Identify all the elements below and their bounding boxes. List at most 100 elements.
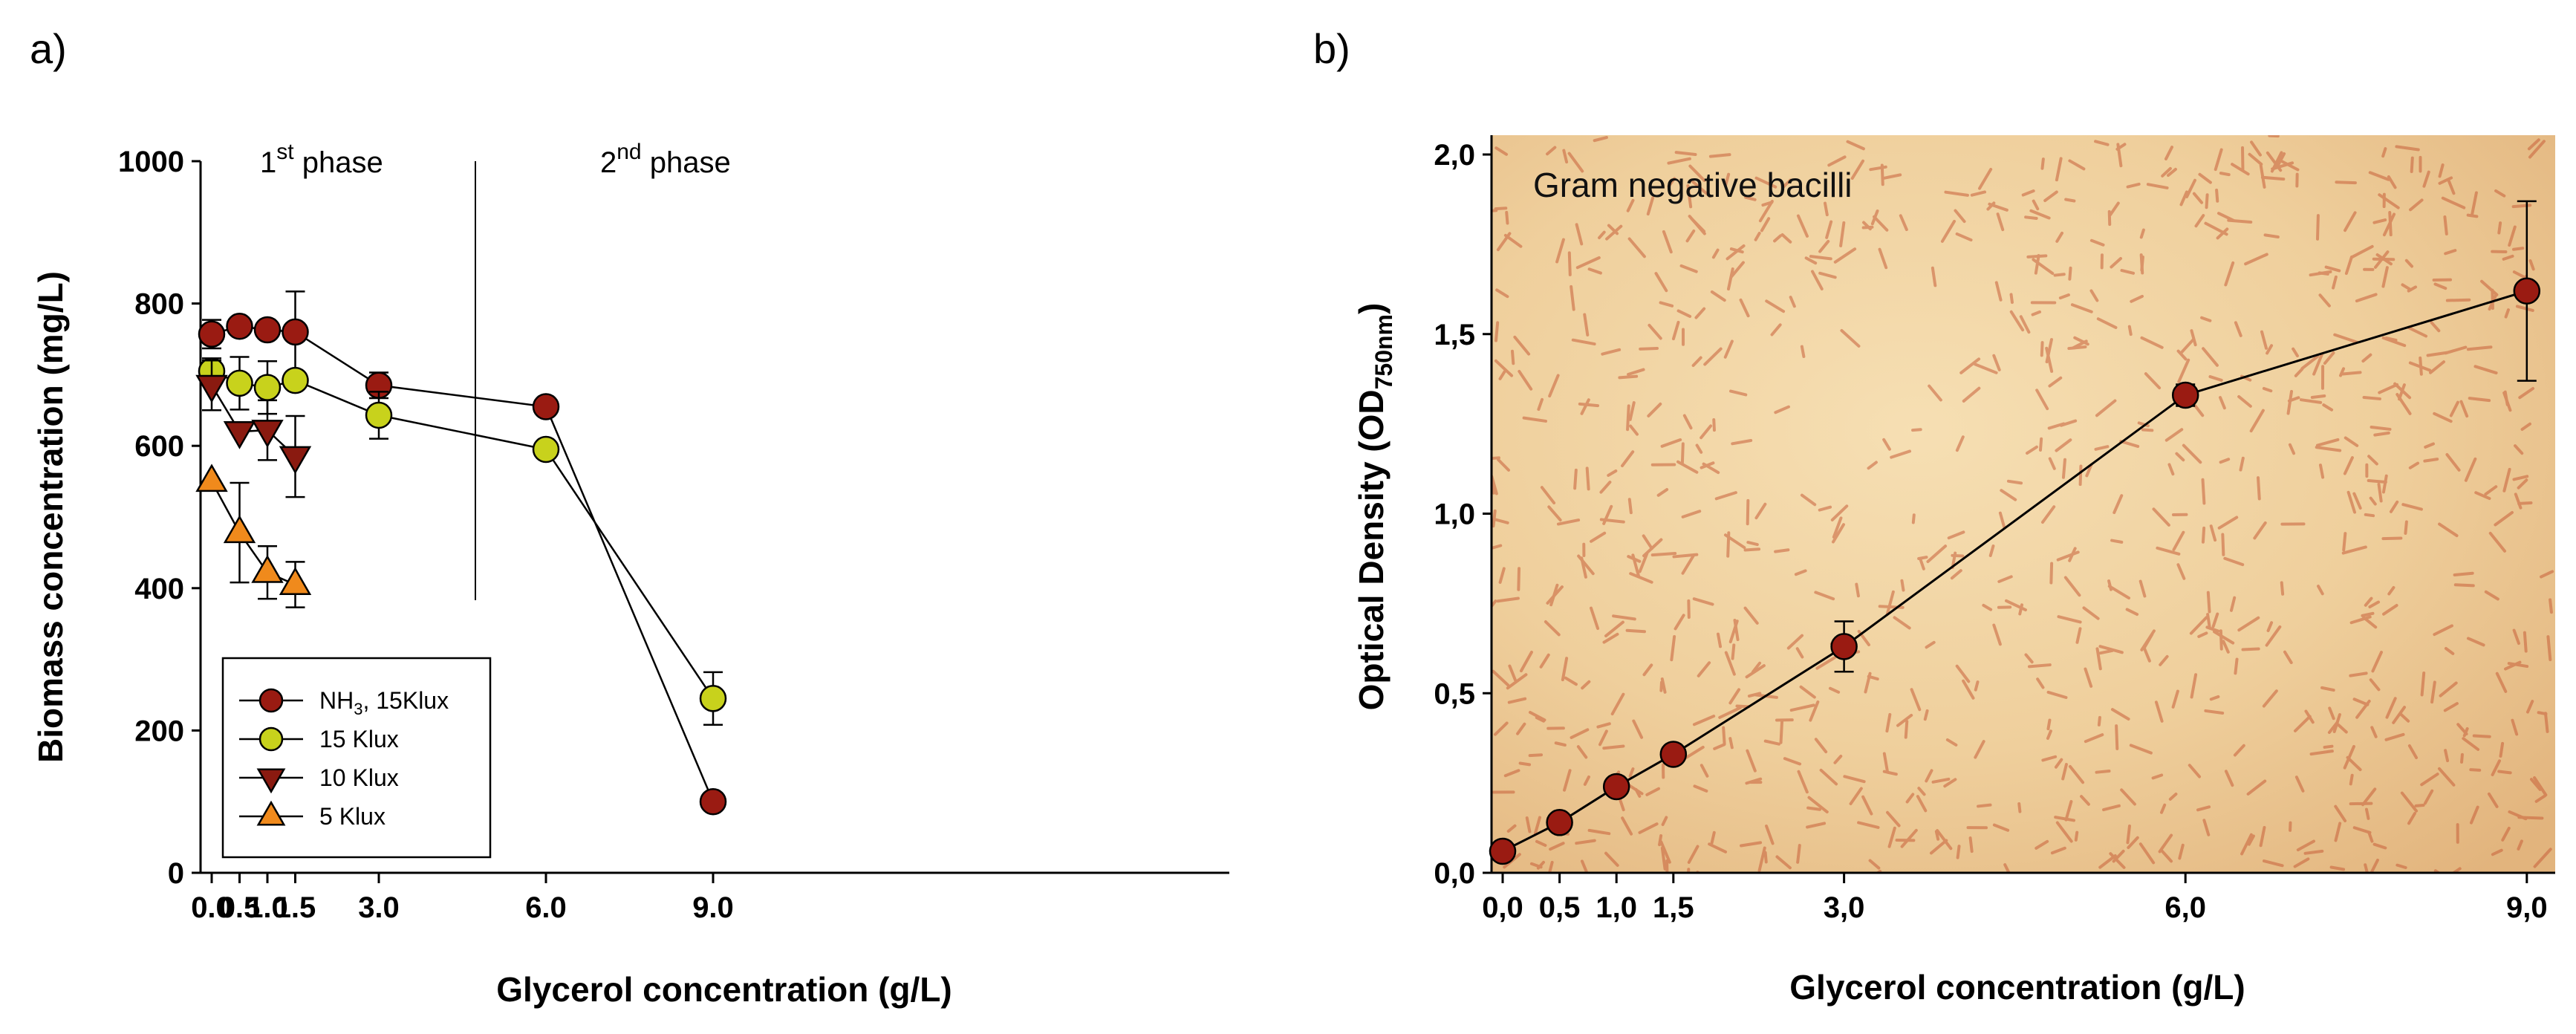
- bacillus: [1735, 704, 1751, 709]
- bacillus: [2202, 347, 2219, 367]
- bacillus: [2400, 791, 2419, 813]
- bacillus: [1577, 554, 1595, 576]
- bacillus: [1627, 368, 1645, 376]
- bacillus: [1629, 424, 1639, 436]
- bacillus: [2381, 474, 2388, 494]
- bacillus: [2024, 215, 2038, 220]
- bacillus: [2439, 681, 2458, 698]
- bacillus: [1956, 845, 1961, 859]
- bacillus: [1861, 225, 1874, 230]
- bacillus: [1962, 679, 1975, 700]
- bacillus: [2283, 650, 2293, 665]
- bacillus: [2395, 145, 2420, 152]
- bacillus: [1763, 739, 1780, 746]
- bacillus: [1881, 173, 1902, 181]
- bacillus: [2115, 724, 2119, 750]
- bacillus: [1974, 362, 1998, 374]
- bacillus: [2202, 819, 2211, 836]
- bacillus: [1833, 247, 1857, 264]
- bacillus: [2200, 316, 2212, 322]
- y-tick-label: 1,5: [1434, 319, 1475, 351]
- bacillus: [1809, 700, 1820, 722]
- y-tick-label: 2,0: [1434, 139, 1475, 172]
- bacillus: [2472, 734, 2491, 738]
- data-point: [198, 320, 226, 348]
- bacillus: [2204, 709, 2225, 715]
- bacillus: [2277, 152, 2286, 166]
- bacillus: [2026, 445, 2038, 455]
- bacillus: [2396, 863, 2407, 870]
- bacillus: [1548, 374, 1560, 398]
- bacillus: [2294, 776, 2305, 793]
- bacillus: [1567, 152, 1584, 173]
- bacillus: [2110, 539, 2124, 544]
- bacillus: [2293, 715, 2312, 732]
- bacillus: [1507, 697, 1527, 704]
- micrograph-caption: Gram negative bacilli: [1533, 166, 1853, 204]
- bacillus: [2341, 371, 2362, 376]
- bacillus: [1503, 769, 1520, 778]
- bacillus: [1743, 547, 1761, 552]
- bacillus: [2381, 147, 2387, 158]
- bacillus: [2343, 456, 2354, 475]
- bacillus: [1905, 793, 1915, 804]
- bacillus: [2115, 143, 2127, 151]
- bacillus: [2368, 171, 2390, 181]
- bacillus: [2055, 821, 2073, 843]
- bacillus: [1804, 256, 1818, 265]
- bacillus: [2352, 492, 2362, 510]
- bacillus: [2185, 178, 2196, 198]
- x-tick-label: 0.0: [191, 891, 232, 924]
- bacillus: [2006, 479, 2023, 485]
- bacillus: [2502, 254, 2514, 261]
- bacillus: [2095, 647, 2102, 671]
- bacillus: [1544, 620, 1561, 637]
- bacillus: [2367, 831, 2374, 843]
- bacillus: [1492, 544, 1503, 550]
- panel-label-a: a): [30, 25, 67, 72]
- bacillus: [1700, 424, 1713, 440]
- bacillus: [1686, 183, 1693, 209]
- bacillus: [1870, 209, 1879, 226]
- x-tick-label: 6,0: [2164, 891, 2206, 924]
- bacillus: [2444, 249, 2457, 256]
- bacillus: [2408, 461, 2420, 469]
- bacillus: [1522, 416, 1548, 423]
- bacillus: [1627, 237, 1646, 258]
- bacillus: [1580, 859, 1589, 873]
- bacillus: [2151, 773, 2164, 780]
- bacillus: [2061, 763, 2068, 781]
- bacillus: [2237, 394, 2252, 408]
- bacillus: [2120, 269, 2136, 275]
- bacillus: [2084, 733, 2104, 744]
- bacillus: [2533, 848, 2552, 868]
- bacillus: [1618, 798, 1625, 812]
- bacillus: [2109, 201, 2120, 216]
- bacillus: [1656, 488, 1669, 497]
- bacillus: [2140, 336, 2164, 349]
- bacillus: [1564, 676, 1578, 686]
- bacillus: [1533, 816, 1541, 836]
- bacillus: [1959, 357, 1981, 374]
- bacillus: [1765, 825, 1775, 845]
- bacillus: [1868, 859, 1881, 870]
- bacillus: [2178, 843, 2185, 860]
- legend-marker: [258, 726, 284, 752]
- bacillus: [1996, 212, 2005, 232]
- bacillus: [2507, 662, 2529, 669]
- bacillus: [2229, 596, 2237, 612]
- bacillus: [1887, 826, 1896, 848]
- bacillus: [1977, 803, 1992, 808]
- bacillus: [1774, 548, 1790, 553]
- bacillus: [2036, 677, 2045, 689]
- bacillus: [1800, 345, 1806, 358]
- bacillus: [1496, 232, 1512, 252]
- bacillus: [2190, 673, 2198, 699]
- bacillus: [2233, 744, 2245, 757]
- bacillus: [2094, 140, 2110, 146]
- bacillus: [2525, 700, 2534, 714]
- bacillus: [2096, 317, 2118, 329]
- bacillus: [1955, 435, 1965, 452]
- bacillus: [2449, 400, 2459, 417]
- bacillus: [1873, 215, 1889, 232]
